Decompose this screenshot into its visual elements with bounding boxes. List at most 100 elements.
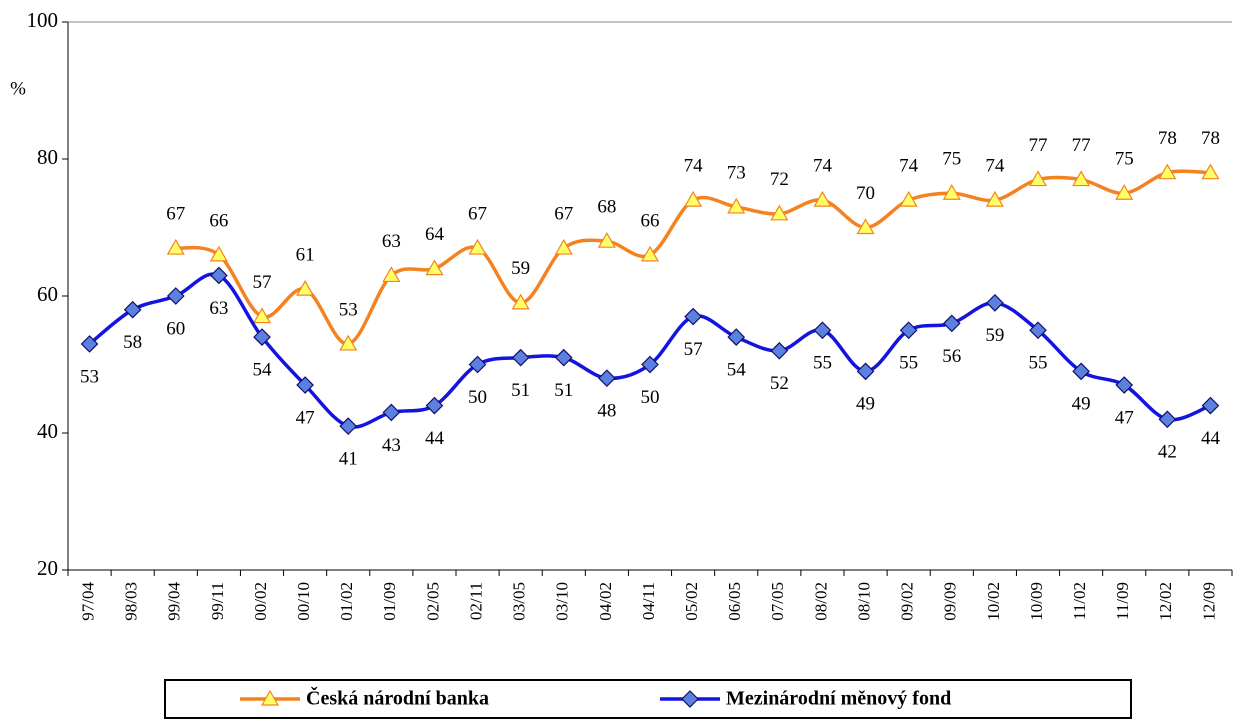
y-tick-label: 40 [37, 419, 58, 443]
data-label: 73 [727, 162, 746, 183]
marker [684, 190, 703, 207]
marker [1028, 170, 1048, 187]
marker [1072, 362, 1090, 381]
data-label: 59 [511, 258, 530, 279]
data-label: 41 [339, 449, 358, 470]
legend-label: Mezinárodní měnový fond [726, 688, 951, 710]
data-label: 48 [597, 401, 616, 422]
data-label: 78 [1201, 128, 1220, 149]
data-label: 67 [166, 203, 185, 224]
x-tick-label: 05/02 [682, 582, 701, 621]
y-tick-label: 20 [37, 556, 58, 580]
x-tick-label: 09/09 [941, 582, 960, 621]
x-tick-label: 11/02 [1070, 582, 1089, 620]
marker [511, 348, 530, 367]
marker [554, 348, 573, 367]
y-tick-label: 60 [37, 282, 58, 306]
marker [813, 321, 832, 340]
x-tick-label: 00/10 [294, 582, 313, 621]
marker [899, 190, 918, 207]
marker [640, 245, 660, 262]
marker [597, 231, 616, 248]
data-label: 54 [253, 359, 273, 380]
data-label: 57 [684, 339, 703, 360]
marker [382, 266, 401, 283]
marker [209, 245, 228, 262]
data-label: 74 [684, 155, 704, 176]
data-label: 50 [641, 387, 660, 408]
data-label: 52 [770, 373, 789, 394]
data-label: 47 [1115, 407, 1134, 428]
data-label: 49 [1072, 394, 1091, 415]
marker [1158, 163, 1177, 180]
data-label: 51 [554, 380, 573, 401]
x-tick-label: 03/05 [510, 582, 529, 621]
data-label: 58 [123, 332, 142, 353]
data-label: 63 [209, 298, 228, 319]
data-label: 53 [339, 299, 358, 320]
data-label: 43 [382, 435, 401, 456]
legend-box [164, 679, 1132, 719]
x-tick-label: 01/09 [380, 582, 399, 621]
data-label: 77 [1029, 135, 1048, 156]
data-label: 70 [856, 183, 875, 204]
marker [123, 300, 142, 319]
x-tick-label: 04/02 [596, 582, 615, 621]
data-label: 55 [1029, 353, 1048, 374]
x-tick-label: 01/02 [337, 582, 356, 621]
marker [252, 307, 272, 324]
marker [1029, 321, 1047, 340]
y-tick-label: 80 [37, 145, 58, 169]
x-tick-label: 04/11 [639, 582, 658, 620]
data-label: 44 [1201, 428, 1221, 449]
data-label: 75 [1115, 149, 1134, 170]
x-tick-label: 99/11 [208, 582, 227, 620]
x-tick-label: 12/02 [1156, 582, 1175, 621]
marker [641, 355, 659, 374]
marker [166, 238, 185, 255]
data-label: 72 [770, 169, 789, 190]
data-label: 68 [597, 197, 616, 218]
data-label: 66 [209, 210, 228, 231]
marker [339, 417, 358, 435]
x-tick-label: 02/05 [423, 582, 442, 621]
marker [339, 334, 358, 351]
data-label: 57 [253, 272, 272, 293]
data-label: 42 [1158, 442, 1177, 463]
marker [856, 218, 875, 235]
x-tick-label: 98/03 [122, 582, 141, 621]
marker [80, 335, 99, 353]
marker [1115, 376, 1134, 394]
marker [770, 341, 789, 360]
marker [1115, 184, 1134, 200]
marker [727, 197, 746, 214]
marker [425, 396, 444, 415]
marker [813, 190, 832, 207]
data-label: 47 [296, 407, 315, 428]
marker [899, 321, 918, 340]
data-label: 63 [382, 231, 401, 252]
marker [770, 204, 789, 221]
data-label: 75 [942, 149, 961, 170]
data-label: 67 [468, 203, 487, 224]
marker [856, 362, 875, 381]
marker [425, 259, 444, 276]
data-label: 74 [899, 155, 919, 176]
marker [1158, 410, 1177, 429]
x-tick-label: 97/04 [78, 582, 97, 621]
marker [598, 369, 616, 388]
x-tick-label: 00/02 [251, 582, 270, 621]
data-label: 44 [425, 428, 445, 449]
x-tick-label: 99/04 [165, 582, 184, 621]
data-label: 67 [554, 203, 573, 224]
x-tick-label: 06/05 [725, 582, 744, 621]
marker [296, 376, 314, 394]
data-label: 55 [813, 353, 832, 374]
marker [468, 355, 487, 374]
data-label: 54 [727, 359, 747, 380]
marker [1201, 396, 1220, 415]
y-tick-label: 100 [27, 8, 59, 32]
x-tick-label: 03/10 [553, 582, 572, 621]
legend-marker [260, 689, 280, 706]
marker [210, 266, 228, 285]
